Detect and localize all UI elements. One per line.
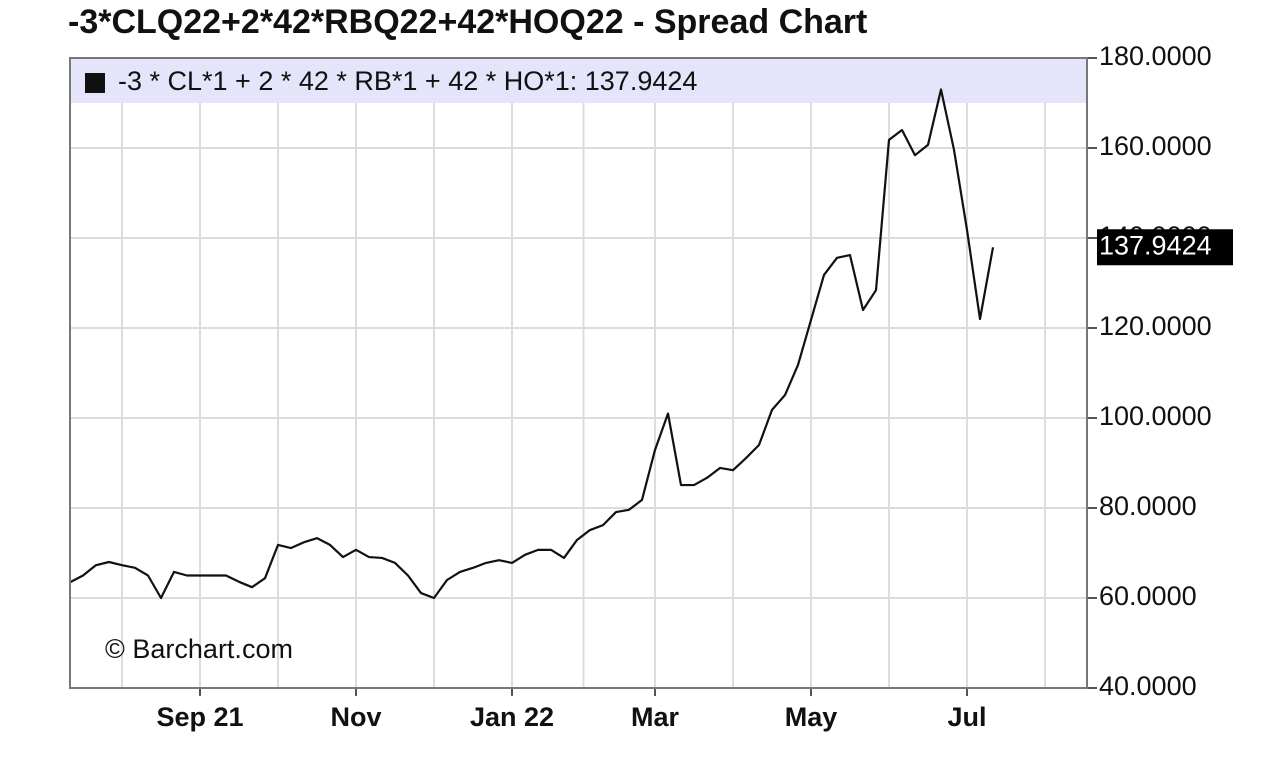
last-value-box: [1097, 229, 1233, 266]
x-tick-label: Mar: [631, 702, 680, 732]
chart-title: -3*CLQ22+2*42*RBQ22+42*HOQ22 - Spread Ch…: [68, 3, 867, 41]
legend-swatch: [85, 73, 105, 93]
y-tick-label: 160.0000: [1099, 131, 1212, 161]
x-tick-label: Sep 21: [156, 702, 243, 732]
last-value-label: 137.9424: [1099, 230, 1212, 260]
plot-border: [69, 57, 1088, 689]
x-tick-label: May: [785, 702, 838, 732]
x-tick-label: Jan 22: [470, 702, 554, 732]
y-tick-label: 40.0000: [1099, 671, 1197, 701]
legend-band: [71, 59, 1086, 103]
x-tick-label: Nov: [330, 702, 381, 732]
plot-background: [70, 58, 1087, 688]
x-tick-label: Jul: [947, 702, 986, 732]
y-tick-label: 100.0000: [1099, 401, 1212, 431]
line: [69, 88, 995, 600]
y-tick-label: 60.0000: [1099, 581, 1197, 611]
legend-label: -3 * CL*1 + 2 * 42 * RB*1 + 42 * HO*1: 1…: [118, 66, 697, 96]
watermark: © Barchart.com: [105, 634, 293, 664]
y-tick-label: 180.0000: [1099, 41, 1212, 71]
y-tick-label: 80.0000: [1099, 491, 1197, 521]
y-tick-label: 120.0000: [1099, 311, 1212, 341]
